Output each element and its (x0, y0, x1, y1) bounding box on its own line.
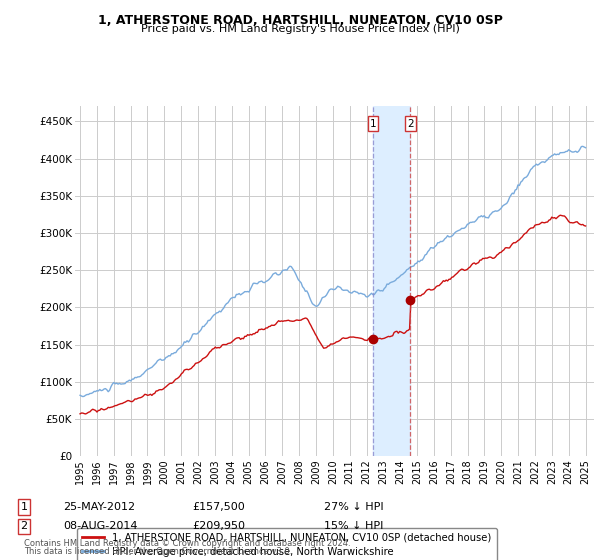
Text: 27% ↓ HPI: 27% ↓ HPI (324, 502, 383, 512)
Text: Price paid vs. HM Land Registry's House Price Index (HPI): Price paid vs. HM Land Registry's House … (140, 24, 460, 34)
Text: £157,500: £157,500 (192, 502, 245, 512)
Text: 1, ATHERSTONE ROAD, HARTSHILL, NUNEATON, CV10 0SP: 1, ATHERSTONE ROAD, HARTSHILL, NUNEATON,… (98, 14, 502, 27)
Text: 08-AUG-2014: 08-AUG-2014 (63, 521, 137, 531)
Text: £209,950: £209,950 (192, 521, 245, 531)
Text: Contains HM Land Registry data © Crown copyright and database right 2024.: Contains HM Land Registry data © Crown c… (24, 539, 350, 548)
Text: This data is licensed under the Open Government Licence v3.0.: This data is licensed under the Open Gov… (24, 547, 292, 556)
Legend: 1, ATHERSTONE ROAD, HARTSHILL, NUNEATON, CV10 0SP (detached house), HPI: Average: 1, ATHERSTONE ROAD, HARTSHILL, NUNEATON,… (77, 528, 497, 560)
Bar (373, 106, 410, 456)
Text: 1: 1 (20, 502, 28, 512)
Text: 2: 2 (20, 521, 28, 531)
Text: 25-MAY-2012: 25-MAY-2012 (63, 502, 135, 512)
Text: 1: 1 (370, 119, 376, 129)
Text: 15% ↓ HPI: 15% ↓ HPI (324, 521, 383, 531)
Text: 2: 2 (407, 119, 413, 129)
